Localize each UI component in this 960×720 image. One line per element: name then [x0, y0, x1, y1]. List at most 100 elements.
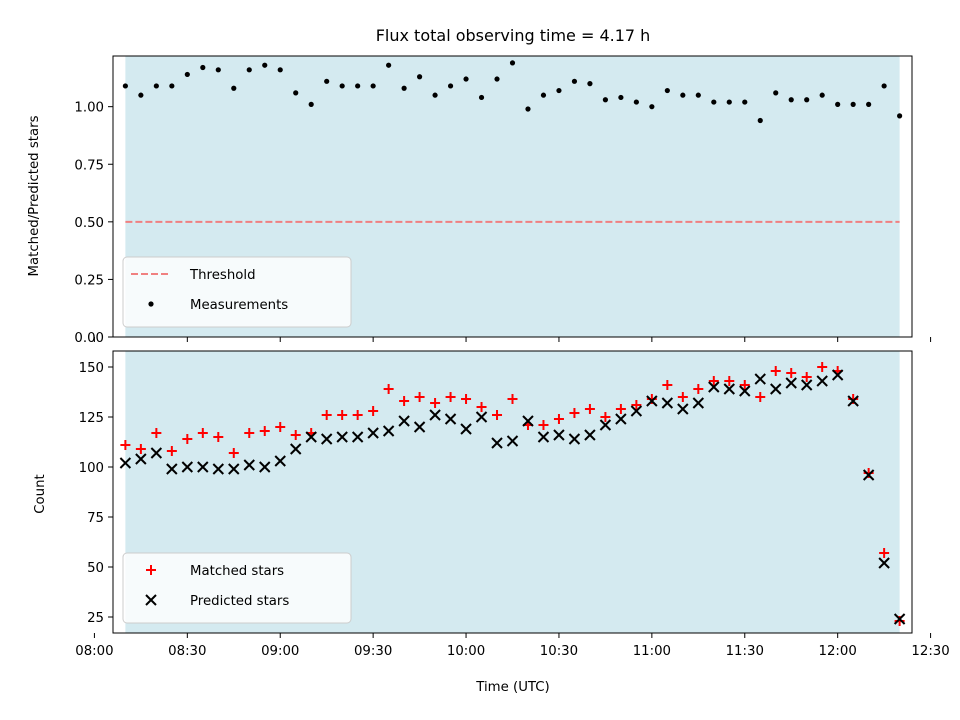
matched-star-point — [290, 430, 301, 440]
predicted-star-point — [444, 413, 457, 425]
measurement-point — [386, 62, 392, 68]
measurement-point — [602, 97, 609, 103]
predicted-star-point — [367, 427, 379, 439]
matched-star-point — [383, 384, 394, 394]
axes-frame — [112, 350, 913, 634]
measurement-point — [711, 99, 717, 105]
measurement-point — [308, 101, 314, 107]
matched-star-point — [600, 412, 611, 422]
predicted-star-point — [770, 383, 782, 395]
matched-star-point — [135, 444, 146, 454]
predicted-star-point — [320, 433, 333, 445]
predicted-star-point — [553, 429, 565, 441]
y-tick-label: 25 — [87, 611, 104, 626]
count-panel: 08:00 08:30 09:00 09:30 10:00 10:30 11:00 11:30… — [75, 350, 950, 659]
y-tick-label: 1.00 — [74, 101, 104, 116]
measurement-point — [850, 101, 856, 107]
measurement-point — [664, 87, 670, 94]
measurement-point — [819, 92, 825, 98]
measurement-point — [169, 83, 175, 89]
matched-star-point — [538, 420, 549, 430]
matched-star-point — [770, 366, 781, 376]
predicted-star-point — [677, 403, 689, 415]
predicted-star-point — [491, 437, 503, 449]
matched-star-point — [739, 380, 750, 390]
predicted-star-point — [150, 447, 163, 459]
measurement-point — [463, 76, 469, 82]
measurement-point — [184, 71, 190, 78]
x-tick-label: 12:00 — [819, 644, 857, 659]
x-tick-label: 10:00 — [447, 644, 485, 659]
predicted-star-point — [212, 463, 225, 475]
matched-star-point — [399, 396, 410, 406]
measurement-point — [757, 117, 763, 124]
measurement-point — [804, 97, 810, 103]
legend-label: Threshold — [189, 268, 256, 283]
matched-star-point — [244, 428, 255, 438]
predicted-star-point — [413, 421, 426, 433]
y-tick-label: 0.50 — [74, 216, 104, 231]
measurement-point — [773, 90, 779, 96]
measurement-point — [122, 83, 128, 89]
measurement-point — [525, 106, 531, 112]
matched-star-point — [817, 362, 828, 372]
x-tick-label: 08:30 — [168, 644, 206, 659]
x-axis-label: Time (UTC) — [475, 680, 550, 695]
legend-label: Measurements — [190, 298, 288, 313]
predicted-star-point — [119, 457, 132, 469]
measurement-point — [726, 99, 732, 105]
measurement-point — [742, 99, 748, 105]
measurement-point — [618, 94, 624, 101]
predicted-star-point — [166, 463, 178, 475]
measurement-point — [788, 97, 794, 103]
measurement-point — [200, 64, 206, 71]
predicted-star-point — [336, 431, 348, 443]
predicted-star-point — [630, 405, 643, 417]
legend: Matched stars Predicted stars — [122, 552, 352, 624]
measurement-point — [571, 78, 578, 84]
matched-star-point — [801, 372, 812, 382]
matched-star-point — [337, 410, 348, 420]
matched-star-point — [786, 368, 797, 378]
predicted-star-point — [506, 435, 519, 447]
y-tick-label: 75 — [87, 511, 104, 526]
predicted-star-point — [847, 395, 859, 407]
predicted-star-point — [831, 369, 844, 381]
matched-star-point — [507, 394, 518, 404]
matched-star-point — [553, 414, 564, 424]
predicted-star-point — [754, 373, 766, 385]
predicted-star-point — [475, 411, 488, 423]
predicted-star-point — [739, 385, 751, 397]
measurement-point — [866, 101, 872, 107]
matched-star-point — [151, 428, 162, 438]
x-tick-label: 08:00 — [75, 644, 113, 659]
x-tick-label: 12:30 — [911, 644, 949, 659]
matched-star-point — [414, 392, 425, 402]
predicted-star-point — [878, 557, 890, 569]
matched-star-point — [584, 404, 595, 414]
matched-star-point — [693, 384, 704, 394]
legend-measurement-marker — [148, 301, 154, 307]
predicted-star-point — [893, 613, 906, 625]
chart-title: Flux total observing time = 4.17 h — [376, 26, 651, 45]
measurement-point — [355, 83, 361, 89]
top-y-axis-label: Matched/Predicted stars — [27, 115, 42, 276]
matched-star-point — [275, 422, 286, 432]
measurement-point — [401, 85, 407, 91]
measurement-point — [509, 60, 516, 66]
matched-star-point — [213, 432, 224, 442]
matched-star-point — [631, 400, 642, 410]
predicted-star-point — [274, 455, 286, 467]
measurement-point — [215, 67, 221, 73]
x-tick-label: 11:00 — [633, 644, 671, 659]
predicted-star-point — [460, 423, 472, 435]
measurement-point — [447, 83, 454, 89]
y-tick-label: 0.25 — [74, 273, 104, 288]
x-tick-label: 11:30 — [726, 644, 764, 659]
predicted-star-point — [429, 409, 441, 421]
measurement-point — [633, 99, 639, 105]
axes-frame — [112, 55, 913, 338]
predicted-star-point — [243, 459, 255, 471]
predicted-star-point — [800, 379, 813, 391]
matched-star-point — [724, 376, 735, 386]
